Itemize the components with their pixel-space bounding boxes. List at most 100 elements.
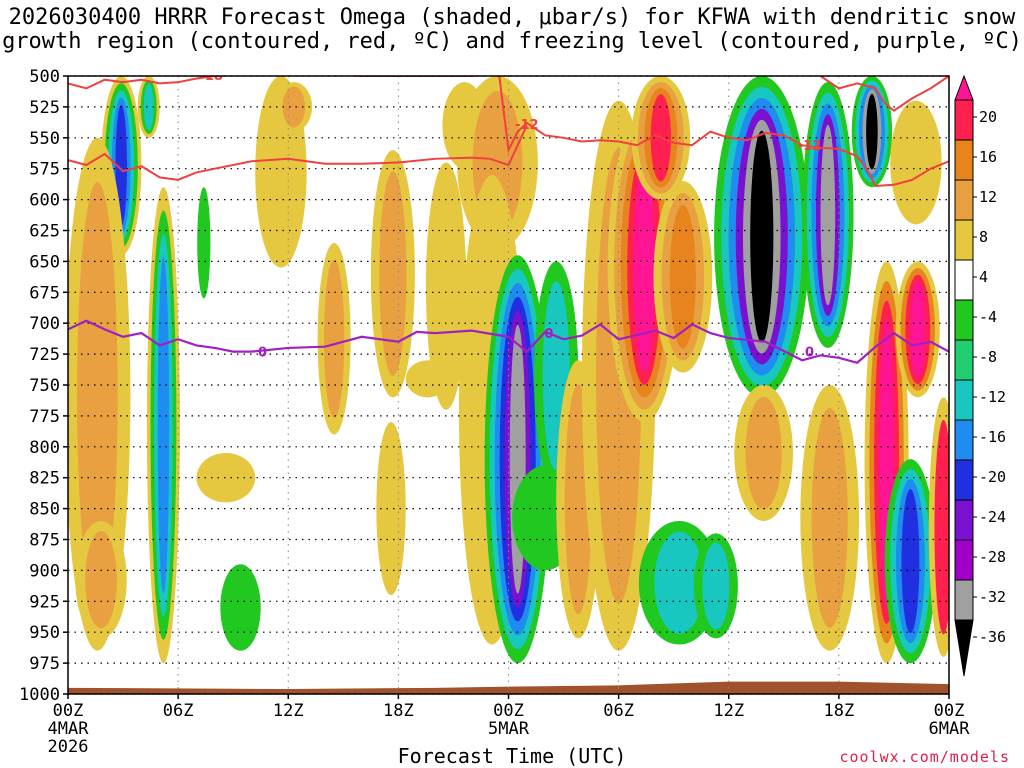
omega-cell-5	[197, 187, 211, 299]
omega-cell-4-ring-1	[85, 531, 117, 629]
omega-cell-6	[220, 564, 261, 651]
colorbar-swatch-6	[954, 339, 974, 381]
colorbar-label-1: 16	[979, 148, 997, 166]
y-tick-label-950: 950	[29, 623, 60, 643]
y-tick-label-900: 900	[29, 561, 60, 581]
omega-cell-7-ring-0	[196, 452, 256, 503]
omega-cell-4	[75, 520, 127, 639]
contour-label-4: 0	[544, 327, 553, 342]
omega-cell-35-ring-3	[901, 489, 920, 634]
colorbar-label-11: -28	[979, 548, 1006, 566]
omega-cell-9	[275, 82, 313, 132]
y-tick-label-850: 850	[29, 500, 60, 520]
colorbar: 20 16 12 8 4 -4 -8 -12 -16 -20 -24 -28 -32 -36	[954, 74, 1006, 677]
omega-cell-1	[137, 76, 160, 138]
omega-cell-30	[734, 385, 793, 521]
colorbar-swatch-2	[954, 179, 974, 221]
omega-cell-2-ring-3	[157, 257, 170, 594]
omega-cell-13-ring-0	[425, 162, 467, 410]
y-tick-label-600: 600	[29, 191, 60, 211]
y-tick-label-875: 875	[29, 531, 60, 551]
contour-dgz_mid	[498, 76, 949, 188]
contour-dgz_top	[68, 76, 487, 90]
contour-dgz_bottom	[68, 125, 528, 181]
colorbar-swatch-9	[954, 459, 974, 501]
x-tick-date-0: 4MAR	[48, 719, 90, 739]
x-tick-date-8: 6MAR	[929, 719, 971, 739]
colorbar-label-7: -12	[979, 388, 1006, 406]
x-tick-label-2: 12Z	[273, 701, 304, 721]
colorbar-swatch-3	[954, 219, 974, 261]
omega-cell-10-ring-1	[323, 259, 345, 418]
contour-label-3: 0	[258, 346, 267, 361]
colorbar-label-5: -4	[979, 308, 997, 326]
y-tick-label-550: 550	[29, 129, 60, 149]
x-tick-date-4: 5MAR	[488, 719, 530, 739]
colorbar-label-9: -20	[979, 468, 1006, 486]
y-tick-label-750: 750	[29, 376, 60, 396]
omega-cell-23-ring-4	[633, 162, 655, 373]
omega-cell-15	[405, 360, 450, 398]
colorbar-swatch-11	[954, 539, 974, 581]
omega-cell-15-ring-0	[405, 360, 450, 398]
colorbar-label-3: 8	[979, 228, 988, 246]
omega-cell-29-ring-4	[820, 124, 836, 306]
colorbar-swatch-4	[954, 259, 974, 301]
y-tick-label-500: 500	[29, 67, 60, 87]
omega-shading	[68, 76, 949, 664]
omega-cell-13	[425, 162, 467, 410]
x-axis-label: Forecast Time (UTC)	[397, 744, 627, 768]
omega-cell-25	[653, 181, 713, 373]
omega-cell-28	[714, 76, 810, 398]
colorbar-swatch-12	[954, 579, 974, 621]
omega-cell-27	[693, 533, 738, 639]
omega-cell-29	[802, 82, 854, 348]
omega-cell-36-ring-0	[890, 100, 942, 225]
omega-cell-1-ring-2	[143, 83, 154, 131]
contour-label-1: -12	[515, 118, 539, 133]
omega-cell-26-ring-1	[654, 531, 705, 634]
omega-cell-36	[890, 100, 942, 225]
y-tick-label-925: 925	[29, 592, 60, 612]
omega-cell-35	[884, 459, 937, 664]
colorbar-swatch-10	[954, 499, 974, 541]
y-tick-label-800: 800	[29, 438, 60, 458]
y-tick-label-675: 675	[29, 283, 60, 303]
colorbar-swatch-8	[954, 419, 974, 461]
title-line-2: growth region (contoured, red, ºC) and f…	[2, 29, 1022, 54]
omega-cell-34	[895, 261, 940, 398]
y-tick-label-625: 625	[29, 222, 60, 242]
contour-label-0: -18	[199, 69, 223, 84]
contour-dgz_right_top	[819, 76, 949, 112]
y-tick-label-700: 700	[29, 314, 60, 334]
x-tick-label-6: 12Z	[713, 701, 744, 721]
colorbar-label-0: 20	[979, 108, 997, 126]
omega-cell-3-ring-1	[77, 182, 118, 607]
colorbar-swatch-1	[954, 139, 974, 181]
x-tick-year-0: 2026	[48, 737, 89, 757]
colorbar-top-arrow	[954, 74, 974, 101]
y-tick-label-1000: 1000	[19, 685, 60, 705]
x-tick-label-0: 00Z	[53, 701, 84, 721]
omega-cell-28-ring-5	[750, 130, 774, 343]
colorbar-label-12: -32	[979, 588, 1006, 606]
credit-text: coolwx.com/models	[839, 748, 1010, 766]
colorbar-label-2: 12	[979, 188, 997, 206]
omega-cell-11	[370, 150, 415, 398]
omega-cell-2	[146, 187, 180, 664]
contour-label-5: 0	[805, 346, 814, 361]
x-tick-label-4: 00Z	[493, 701, 524, 721]
colorbar-label-10: -24	[979, 508, 1006, 526]
omega-cell-25-ring-2	[669, 205, 696, 349]
omega-cell-0-ring-4	[115, 104, 127, 227]
contours: -18 -12 -12 0 0 0	[68, 69, 949, 364]
colorbar-swatch-5	[954, 299, 974, 341]
y-tick-label-650: 650	[29, 252, 60, 272]
x-tick-label-5: 06Z	[603, 701, 634, 721]
x-tick-label-7: 18Z	[824, 701, 855, 721]
chart-title: 2026030400 HRRR Forecast Omega (shaded, …	[0, 6, 1024, 54]
colorbar-label-4: 4	[979, 268, 988, 286]
y-tick-label-825: 825	[29, 469, 60, 489]
contour-freezing_level	[68, 319, 949, 364]
